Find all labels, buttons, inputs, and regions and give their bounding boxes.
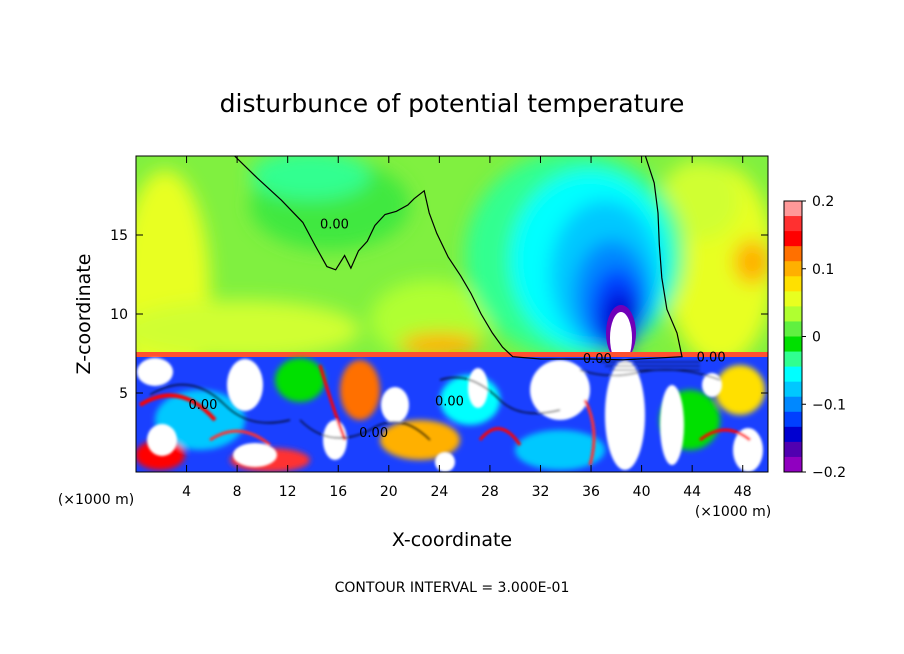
x-tick-label: 4 [182,484,191,500]
colorbar-tick-label: 0.1 [812,262,834,278]
zero-contour-line [234,156,683,361]
colorbar-swatch [784,306,802,322]
y-axis-label: Z-coordinate [73,254,95,375]
x-unit-left: (×1000 m) [58,492,134,508]
chart-title: disturbunce of potential temperature [220,89,685,118]
contour-label: 0.00 [359,426,388,441]
x-tick-label: 16 [329,484,347,500]
colorbar-tick-label: −0.1 [812,397,846,413]
colorbar-swatch [784,381,802,398]
x-axis: 4 8 12 16 20 24 28 32 36 40 44 48 [182,156,752,500]
x-tick-label: 12 [279,484,297,500]
y-tick-label: 10 [110,307,128,323]
x-tick-label: 48 [734,484,752,500]
colorbar-swatch [784,276,802,292]
colorbar-swatch [784,426,802,443]
colorbar-swatch [784,321,802,337]
contour-label: 0.00 [320,218,349,233]
plot-area: 0.00 0.00 0.00 0.00 0.00 0.00 [136,156,768,472]
colorbar-swatch [784,396,802,413]
colorbar-tick-label: −0.2 [812,465,846,481]
y-axis: 5 10 15 [110,228,768,402]
colorbar-swatch [784,216,802,232]
x-tick-label: 32 [532,484,550,500]
contour-label: 0.00 [189,398,218,413]
contour-labels: 0.00 0.00 0.00 0.00 0.00 0.00 [189,218,726,442]
colorbar-swatch [784,411,802,428]
x-tick-label: 20 [380,484,398,500]
x-tick-label: 44 [683,484,701,500]
contour-label: 0.00 [583,352,612,367]
x-tick-label: 28 [481,484,499,500]
colorbar-swatch [784,231,802,247]
warm-core [610,312,632,364]
colorbar-swatch [784,366,802,383]
colorbar-swatch [784,291,802,307]
colorbar-swatch [784,201,802,217]
x-unit-right: (×1000 m) [695,504,771,520]
colorbar-swatch [784,261,802,277]
lower-field-swirls [137,358,763,472]
x-axis-label: X-coordinate [392,529,512,551]
colorbar-swatch [784,336,802,353]
colorbar-tick-label: 0.2 [812,194,834,210]
y-tick-label: 5 [119,386,128,402]
colorbar-tick-label: 0 [812,330,821,346]
x-tick-label: 40 [633,484,651,500]
inversion-band [136,352,768,358]
x-tick-label: 24 [430,484,448,500]
y-tick-label: 15 [110,228,128,244]
contour-label: 0.00 [435,395,464,410]
x-tick-label: 36 [582,484,600,500]
colorbar-swatch [784,456,802,473]
x-tick-label: 8 [233,484,242,500]
footer-contour-interval: CONTOUR INTERVAL = 3.000E-01 [335,580,570,596]
colorbar: 0.2 0.1 0 −0.1 −0.2 [783,194,846,481]
contour-label: 0.00 [697,350,726,365]
colorbar-swatch [784,246,802,262]
colorbar-swatch [784,441,802,458]
colorbar-swatch [784,351,802,368]
